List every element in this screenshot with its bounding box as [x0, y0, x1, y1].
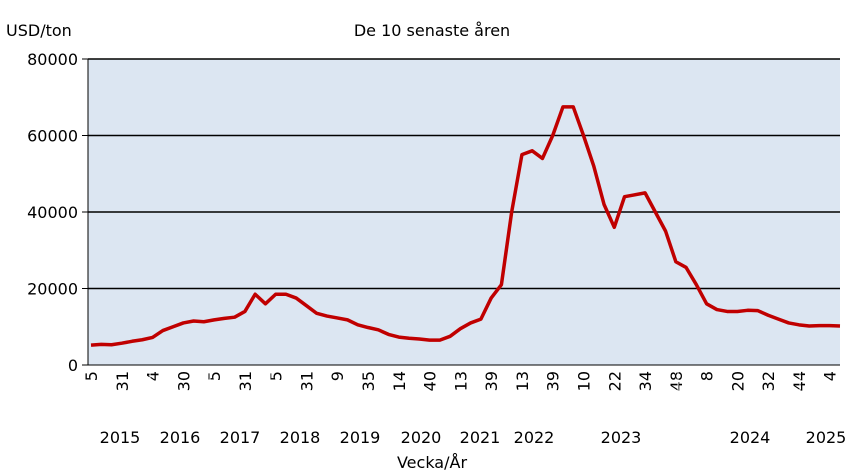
year-label: 2015	[100, 428, 141, 447]
x-tick-label: 14	[390, 371, 409, 391]
x-tick-label: 30	[174, 371, 193, 391]
line	[90, 105, 841, 347]
year-label: 2025	[806, 428, 847, 447]
x-tick-label: 32	[759, 371, 778, 391]
x-tick-label: 8	[698, 371, 717, 381]
x-tick-label: 31	[113, 371, 132, 391]
x-tick-label: 44	[790, 371, 809, 391]
year-label: 2024	[730, 428, 771, 447]
x-tick-label: 22	[605, 371, 624, 391]
year-label: 2018	[280, 428, 321, 447]
year-label: 2023	[601, 428, 642, 447]
y-tick-label: 80000	[27, 50, 78, 69]
x-tick-label: 39	[544, 371, 563, 391]
x-tick-label: 34	[636, 371, 655, 391]
x-tick-label: 35	[359, 371, 378, 391]
x-tick-label: 39	[482, 371, 501, 391]
x-tick-label: 13	[513, 371, 532, 391]
x-tick-label: 20	[728, 371, 747, 391]
x-tick-label: 31	[236, 371, 255, 391]
y-tick-label: 20000	[27, 280, 78, 299]
x-tick-label: 10	[574, 371, 593, 391]
x-tick-label: 4	[144, 371, 163, 381]
x-tick-label: 48	[667, 371, 686, 391]
year-label: 2016	[160, 428, 201, 447]
x-tick-label: 5	[82, 371, 101, 381]
y-tick-label: 0	[68, 356, 78, 375]
x-tick-label: 4	[821, 371, 840, 381]
chart-title: De 10 senaste åren	[354, 21, 510, 40]
y-axis-label: USD/ton	[6, 21, 72, 40]
y-tick-label: 60000	[27, 127, 78, 146]
x-tick-label: 9	[328, 371, 347, 381]
x-tick-label: 5	[205, 371, 224, 381]
year-label: 2021	[460, 428, 501, 447]
x-tick-label: 31	[297, 371, 316, 391]
x-tick-label: 13	[451, 371, 470, 391]
y-tick-label: 40000	[27, 203, 78, 222]
x-tick-label: 40	[421, 371, 440, 391]
year-label: 2022	[514, 428, 555, 447]
x-tick-label: 5	[267, 371, 286, 381]
year-label: 2020	[401, 428, 442, 447]
x-axis-label: Vecka/År	[397, 453, 467, 472]
year-label: 2019	[340, 428, 381, 447]
year-label: 2017	[220, 428, 261, 447]
